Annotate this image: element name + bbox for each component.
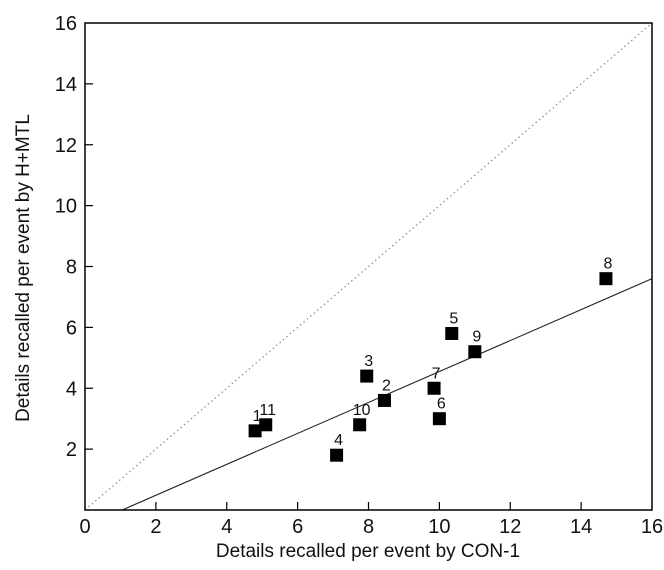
data-point-marker bbox=[427, 381, 441, 395]
y-axis-title: Details recalled per event by H+MTL bbox=[13, 114, 34, 422]
data-point-marker bbox=[259, 418, 273, 432]
data-point-label: 3 bbox=[364, 353, 373, 370]
y-tick-label: 2 bbox=[66, 439, 77, 461]
y-tick-label: 16 bbox=[55, 13, 77, 35]
y-tick-label: 10 bbox=[55, 196, 77, 218]
x-tick-label: 6 bbox=[292, 516, 303, 538]
data-points bbox=[248, 272, 613, 462]
data-point-label: 10 bbox=[353, 402, 371, 419]
x-tick-label: 4 bbox=[221, 516, 232, 538]
data-point-label: 11 bbox=[259, 402, 276, 419]
data-point-marker bbox=[248, 424, 262, 438]
data-point-label: 5 bbox=[449, 310, 458, 327]
x-axis-title: Details recalled per event by CON-1 bbox=[216, 541, 520, 562]
data-point-marker bbox=[599, 272, 613, 286]
data-point-label: 6 bbox=[437, 396, 446, 413]
y-tick-label: 8 bbox=[66, 257, 77, 279]
y-tick-label: 12 bbox=[55, 135, 77, 157]
y-tick-label: 4 bbox=[66, 378, 77, 400]
data-point-label: 4 bbox=[334, 432, 343, 449]
y-axis-ticks: 2 4 6 8 10 12 14 16 bbox=[55, 13, 93, 461]
x-tick-label: 0 bbox=[79, 516, 90, 538]
x-tick-label: 10 bbox=[428, 516, 450, 538]
data-point-label: 8 bbox=[603, 256, 612, 273]
y-tick-label: 6 bbox=[66, 317, 77, 339]
y-tick-label: 14 bbox=[55, 74, 77, 96]
data-point-marker bbox=[432, 412, 446, 426]
data-point-label: 1 bbox=[253, 408, 262, 425]
data-point-marker bbox=[360, 369, 374, 383]
x-tick-label: 2 bbox=[150, 516, 161, 538]
data-point-marker bbox=[377, 393, 391, 407]
data-point-label: 9 bbox=[472, 329, 481, 346]
data-point-marker bbox=[468, 345, 482, 359]
reference-line-layer bbox=[84, 22, 653, 511]
data-point-marker bbox=[445, 326, 459, 340]
x-tick-label: 14 bbox=[570, 516, 592, 538]
x-tick-label: 8 bbox=[363, 516, 374, 538]
point-labels: 111 4 10 32 7 6 59 8 bbox=[253, 256, 613, 450]
x-tick-label: 16 bbox=[641, 516, 663, 538]
identity-reference-line bbox=[84, 22, 653, 511]
data-point-label: 2 bbox=[382, 377, 391, 394]
x-tick-label: 12 bbox=[499, 516, 521, 538]
data-point-marker bbox=[330, 448, 344, 462]
data-point-marker bbox=[353, 418, 367, 432]
x-axis-ticks: 0 2 4 6 8 10 12 14 16 bbox=[79, 502, 663, 538]
data-point-label: 7 bbox=[432, 365, 441, 382]
